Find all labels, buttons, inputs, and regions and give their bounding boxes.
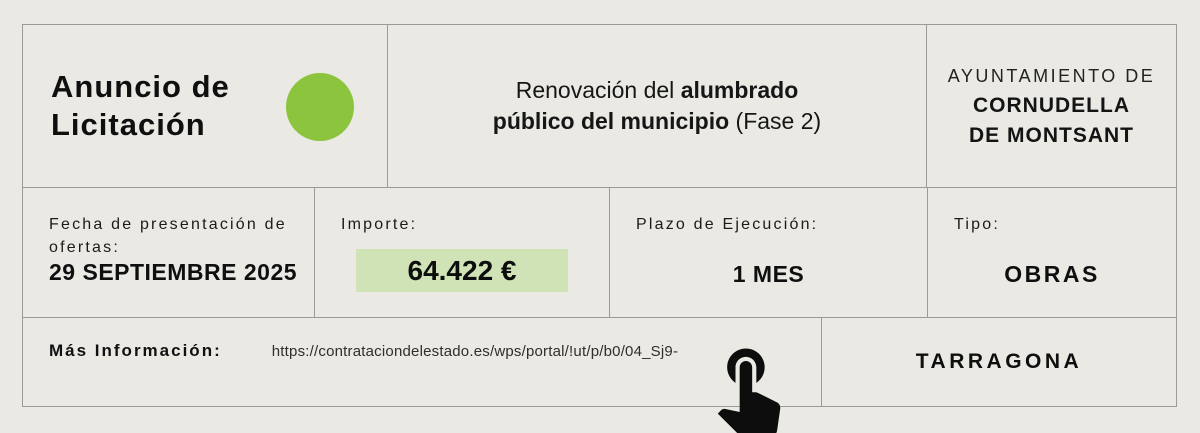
more-info-cell: Más Información: https://contrataciondel… (23, 318, 822, 406)
project-title-cell: Renovación del alumbrado público del mun… (388, 25, 927, 187)
province-value: TARRAGONA (915, 350, 1083, 373)
project-title-line2: público del municipio (Fase 2) (492, 108, 822, 134)
amount-value: 64.422 € (407, 254, 517, 286)
touch-click-icon[interactable] (698, 336, 798, 433)
execution-period-cell: Plazo de Ejecución: 1 MES (610, 188, 928, 317)
execution-period-value: 1 MES (732, 261, 805, 287)
more-info-label: Más Información: (49, 341, 222, 360)
amount-label: Importe: (341, 216, 418, 233)
tender-url-link[interactable]: https://contrataciondelestado.es/wps/por… (271, 343, 679, 360)
execution-period-label: Plazo de Ejecución: (636, 216, 819, 233)
announcement-title-cell: Anuncio de Licitación (23, 25, 388, 187)
details-row: Fecha de presentación de ofertas: 29 SEP… (23, 188, 1176, 318)
province-cell: TARRAGONA (822, 318, 1176, 406)
header-row: Anuncio de Licitación Renovación del alu… (23, 25, 1176, 188)
organization-name-line1: CORNUDELLA (973, 94, 1130, 117)
page-title: Anuncio de Licitación (51, 69, 230, 142)
amount-cell: Importe: 64.422 € (315, 188, 610, 317)
layout-grid: Anuncio de Licitación Renovación del alu… (22, 24, 1177, 407)
deadline-label: Fecha de presentación de ofertas: (49, 216, 287, 256)
organization-type: AYUNTAMIENTO DE (947, 66, 1156, 86)
footer-row: Más Información: https://contrataciondel… (23, 318, 1176, 406)
type-label: Tipo: (954, 216, 1000, 233)
green-dot-icon (286, 73, 354, 141)
deadline-cell: Fecha de presentación de ofertas: 29 SEP… (23, 188, 315, 317)
deadline-value: 29 SEPTIEMBRE 2025 (49, 259, 298, 285)
amount-highlight: 64.422 € (356, 249, 568, 292)
type-value: OBRAS (1004, 261, 1100, 287)
project-title-line1: Renovación del alumbrado (515, 77, 799, 103)
type-cell: Tipo: OBRAS (928, 188, 1176, 317)
organization-name-line2: DE MONTSANT (969, 124, 1134, 147)
organization-cell: AYUNTAMIENTO DE CORNUDELLA DE MONTSANT (927, 25, 1176, 187)
